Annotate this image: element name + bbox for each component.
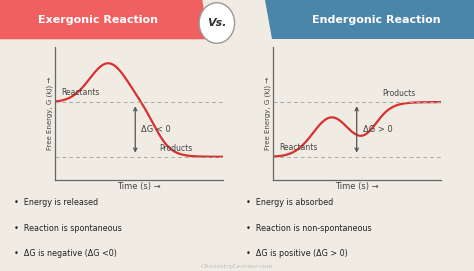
Text: •  ΔG is negative (ΔG <0): • ΔG is negative (ΔG <0) [14,249,117,259]
Polygon shape [0,0,209,39]
Text: ΔG > 0: ΔG > 0 [363,125,392,134]
Polygon shape [265,0,474,39]
X-axis label: Time (s) →: Time (s) → [117,182,161,191]
Text: ChemistryLearner.com: ChemistryLearner.com [201,264,273,269]
Text: Exergonic Reaction: Exergonic Reaction [38,15,158,25]
X-axis label: Time (s) →: Time (s) → [335,182,379,191]
Y-axis label: Free Energy, G (kJ) →: Free Energy, G (kJ) → [264,77,271,150]
Text: Endergonic Reaction: Endergonic Reaction [312,15,440,25]
Text: •  Energy is absorbed: • Energy is absorbed [246,198,334,207]
Circle shape [199,3,235,43]
Text: ΔG < 0: ΔG < 0 [141,125,171,134]
Text: Reactants: Reactants [61,88,100,97]
Text: •  Energy is released: • Energy is released [14,198,98,207]
Text: •  Reaction is non-spontaneous: • Reaction is non-spontaneous [246,224,372,233]
Text: Products: Products [382,89,415,98]
Text: Reactants: Reactants [279,143,318,151]
Text: Vs.: Vs. [207,18,227,28]
Text: Products: Products [159,144,192,153]
Text: •  Reaction is spontaneous: • Reaction is spontaneous [14,224,122,233]
Text: •  ΔG is positive (ΔG > 0): • ΔG is positive (ΔG > 0) [246,249,348,259]
Y-axis label: Free Energy, G (kJ) →: Free Energy, G (kJ) → [46,77,53,150]
